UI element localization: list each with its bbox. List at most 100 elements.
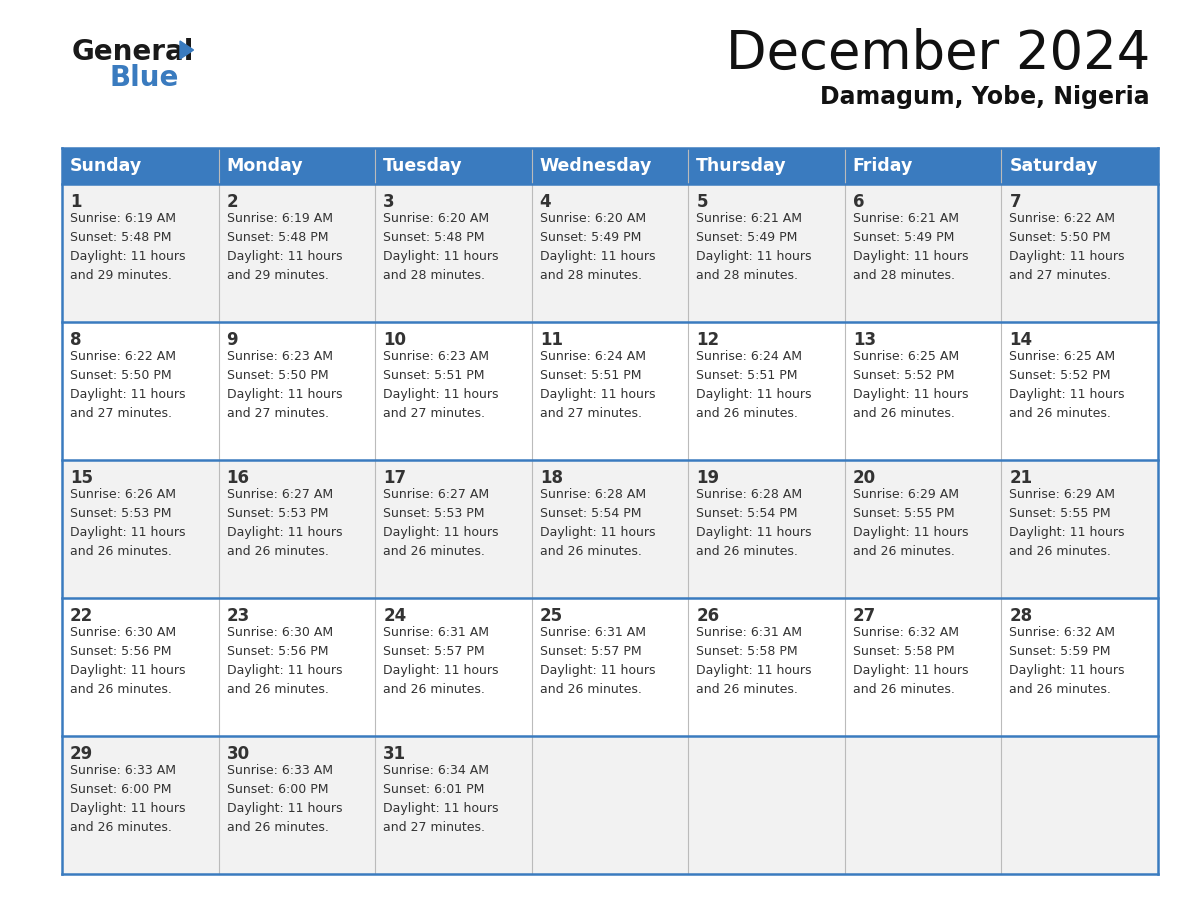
Text: Sunset: 5:56 PM: Sunset: 5:56 PM: [70, 645, 171, 658]
Text: Monday: Monday: [227, 157, 303, 175]
Bar: [62, 736, 1158, 874]
Text: Sunset: 5:48 PM: Sunset: 5:48 PM: [227, 231, 328, 244]
Text: Daylight: 11 hours: Daylight: 11 hours: [384, 802, 499, 815]
Text: Sunset: 5:58 PM: Sunset: 5:58 PM: [853, 645, 954, 658]
Text: and 26 minutes.: and 26 minutes.: [70, 683, 172, 696]
Text: 29: 29: [70, 745, 93, 763]
Bar: [62, 460, 1158, 598]
Text: Daylight: 11 hours: Daylight: 11 hours: [853, 250, 968, 263]
Text: 3: 3: [384, 193, 394, 211]
Text: Daylight: 11 hours: Daylight: 11 hours: [70, 250, 185, 263]
Text: Daylight: 11 hours: Daylight: 11 hours: [696, 250, 811, 263]
Text: Blue: Blue: [110, 64, 179, 92]
Text: Sunrise: 6:21 AM: Sunrise: 6:21 AM: [696, 212, 802, 225]
Text: Daylight: 11 hours: Daylight: 11 hours: [384, 250, 499, 263]
Text: Daylight: 11 hours: Daylight: 11 hours: [1010, 388, 1125, 401]
Text: and 27 minutes.: and 27 minutes.: [384, 407, 485, 420]
Text: and 27 minutes.: and 27 minutes.: [227, 407, 329, 420]
Text: Sunrise: 6:24 AM: Sunrise: 6:24 AM: [539, 350, 646, 363]
Text: Sunrise: 6:27 AM: Sunrise: 6:27 AM: [384, 488, 489, 501]
Text: 31: 31: [384, 745, 406, 763]
Text: Sunset: 5:57 PM: Sunset: 5:57 PM: [384, 645, 485, 658]
Text: Daylight: 11 hours: Daylight: 11 hours: [384, 664, 499, 677]
Text: General: General: [72, 38, 195, 66]
Text: Sunrise: 6:32 AM: Sunrise: 6:32 AM: [1010, 626, 1116, 639]
Text: 1: 1: [70, 193, 82, 211]
Text: Daylight: 11 hours: Daylight: 11 hours: [853, 388, 968, 401]
Text: Sunset: 5:54 PM: Sunset: 5:54 PM: [539, 507, 642, 520]
Polygon shape: [181, 41, 194, 59]
Text: Sunrise: 6:25 AM: Sunrise: 6:25 AM: [853, 350, 959, 363]
Text: Sunrise: 6:20 AM: Sunrise: 6:20 AM: [539, 212, 646, 225]
Text: 14: 14: [1010, 331, 1032, 349]
Text: and 26 minutes.: and 26 minutes.: [1010, 407, 1111, 420]
Text: 12: 12: [696, 331, 720, 349]
Text: Sunrise: 6:31 AM: Sunrise: 6:31 AM: [539, 626, 646, 639]
Text: Sunset: 5:58 PM: Sunset: 5:58 PM: [696, 645, 798, 658]
Text: Daylight: 11 hours: Daylight: 11 hours: [70, 526, 185, 539]
Text: Daylight: 11 hours: Daylight: 11 hours: [1010, 250, 1125, 263]
Text: Sunrise: 6:32 AM: Sunrise: 6:32 AM: [853, 626, 959, 639]
Text: Thursday: Thursday: [696, 157, 786, 175]
Text: Sunset: 5:50 PM: Sunset: 5:50 PM: [70, 369, 171, 382]
Text: 26: 26: [696, 607, 720, 625]
Text: 5: 5: [696, 193, 708, 211]
Text: Sunset: 5:51 PM: Sunset: 5:51 PM: [384, 369, 485, 382]
Text: 19: 19: [696, 469, 720, 487]
Text: 8: 8: [70, 331, 82, 349]
Text: Sunset: 5:49 PM: Sunset: 5:49 PM: [539, 231, 642, 244]
Text: 21: 21: [1010, 469, 1032, 487]
Text: and 26 minutes.: and 26 minutes.: [853, 545, 955, 558]
Text: Sunset: 5:49 PM: Sunset: 5:49 PM: [696, 231, 797, 244]
Text: 24: 24: [384, 607, 406, 625]
Text: Sunrise: 6:30 AM: Sunrise: 6:30 AM: [227, 626, 333, 639]
Text: Sunset: 5:49 PM: Sunset: 5:49 PM: [853, 231, 954, 244]
Text: and 28 minutes.: and 28 minutes.: [539, 269, 642, 282]
Text: 13: 13: [853, 331, 876, 349]
Text: Sunset: 5:48 PM: Sunset: 5:48 PM: [384, 231, 485, 244]
Text: Daylight: 11 hours: Daylight: 11 hours: [227, 802, 342, 815]
Text: Sunrise: 6:33 AM: Sunrise: 6:33 AM: [227, 764, 333, 777]
Text: 11: 11: [539, 331, 563, 349]
Text: 16: 16: [227, 469, 249, 487]
Text: 22: 22: [70, 607, 93, 625]
Text: Friday: Friday: [853, 157, 914, 175]
Text: Sunrise: 6:23 AM: Sunrise: 6:23 AM: [384, 350, 489, 363]
Text: Daylight: 11 hours: Daylight: 11 hours: [70, 388, 185, 401]
Text: and 27 minutes.: and 27 minutes.: [1010, 269, 1112, 282]
Text: Daylight: 11 hours: Daylight: 11 hours: [384, 388, 499, 401]
Text: and 26 minutes.: and 26 minutes.: [539, 683, 642, 696]
Text: and 29 minutes.: and 29 minutes.: [70, 269, 172, 282]
Text: Damagum, Yobe, Nigeria: Damagum, Yobe, Nigeria: [821, 85, 1150, 109]
Text: Sunrise: 6:26 AM: Sunrise: 6:26 AM: [70, 488, 176, 501]
Text: and 26 minutes.: and 26 minutes.: [227, 545, 328, 558]
Text: Daylight: 11 hours: Daylight: 11 hours: [539, 664, 656, 677]
Text: Daylight: 11 hours: Daylight: 11 hours: [696, 388, 811, 401]
Text: 4: 4: [539, 193, 551, 211]
Text: Daylight: 11 hours: Daylight: 11 hours: [1010, 664, 1125, 677]
Text: Sunset: 5:48 PM: Sunset: 5:48 PM: [70, 231, 171, 244]
Text: Sunset: 5:53 PM: Sunset: 5:53 PM: [384, 507, 485, 520]
Bar: [62, 148, 1158, 184]
Text: Daylight: 11 hours: Daylight: 11 hours: [227, 526, 342, 539]
Text: Daylight: 11 hours: Daylight: 11 hours: [70, 664, 185, 677]
Text: 30: 30: [227, 745, 249, 763]
Text: Sunrise: 6:23 AM: Sunrise: 6:23 AM: [227, 350, 333, 363]
Text: Sunset: 5:50 PM: Sunset: 5:50 PM: [1010, 231, 1111, 244]
Text: and 27 minutes.: and 27 minutes.: [539, 407, 642, 420]
Text: and 27 minutes.: and 27 minutes.: [70, 407, 172, 420]
Text: Saturday: Saturday: [1010, 157, 1098, 175]
Text: Sunset: 5:52 PM: Sunset: 5:52 PM: [1010, 369, 1111, 382]
Text: Daylight: 11 hours: Daylight: 11 hours: [539, 526, 656, 539]
Text: and 26 minutes.: and 26 minutes.: [1010, 683, 1111, 696]
Text: Sunset: 5:55 PM: Sunset: 5:55 PM: [1010, 507, 1111, 520]
Text: Sunrise: 6:22 AM: Sunrise: 6:22 AM: [70, 350, 176, 363]
Text: 25: 25: [539, 607, 563, 625]
Text: Sunrise: 6:20 AM: Sunrise: 6:20 AM: [384, 212, 489, 225]
Text: 23: 23: [227, 607, 249, 625]
Text: and 26 minutes.: and 26 minutes.: [384, 545, 485, 558]
Text: and 29 minutes.: and 29 minutes.: [227, 269, 328, 282]
Text: Sunrise: 6:28 AM: Sunrise: 6:28 AM: [539, 488, 646, 501]
Text: Sunrise: 6:29 AM: Sunrise: 6:29 AM: [1010, 488, 1116, 501]
Bar: [62, 322, 1158, 460]
